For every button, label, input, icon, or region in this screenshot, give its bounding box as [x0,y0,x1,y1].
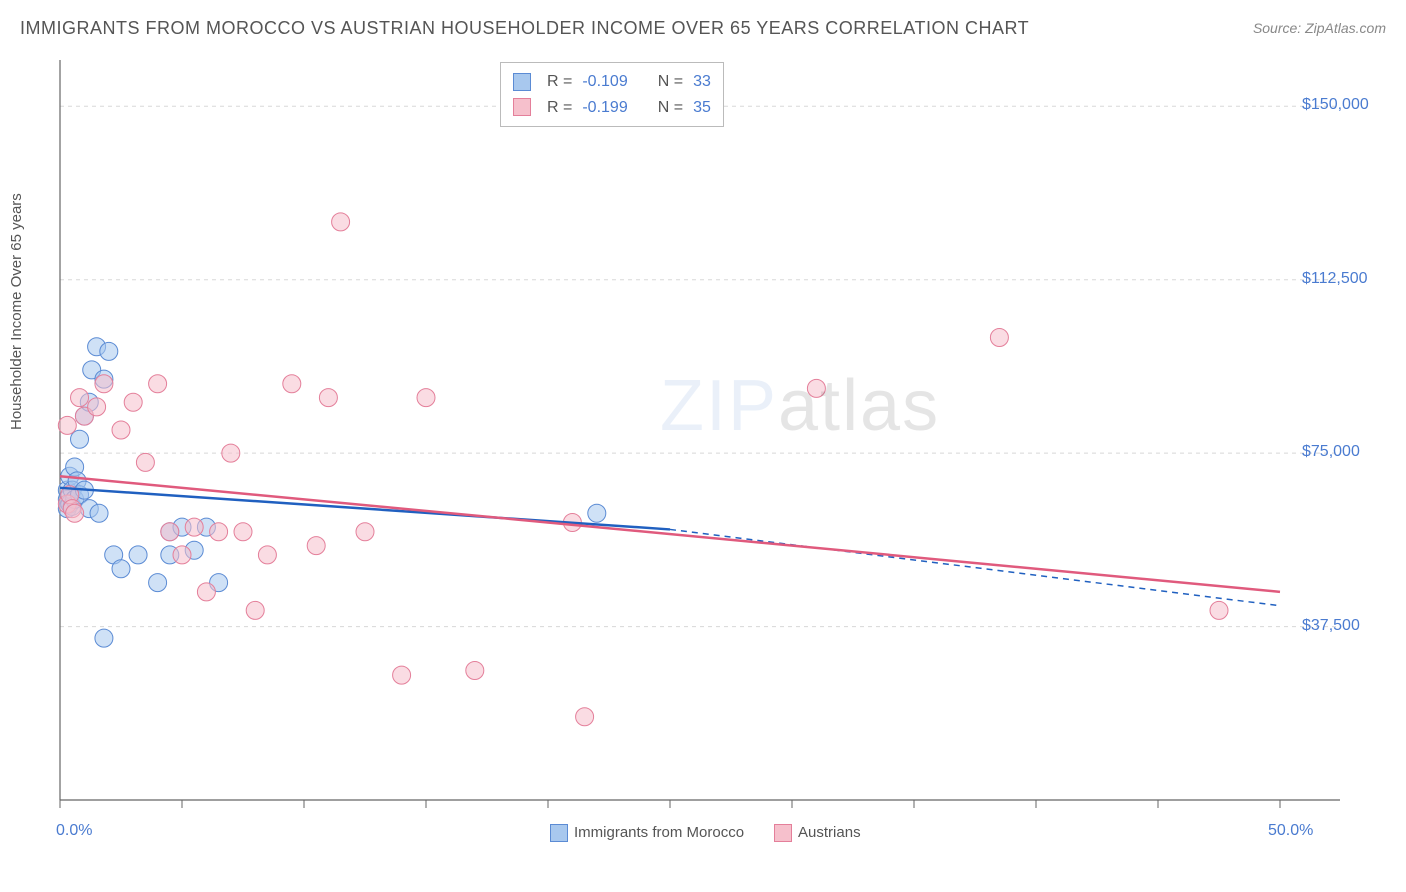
n-label: N = [658,69,683,95]
legend-swatch [774,824,792,842]
correlation-legend-row: R = -0.199 N = 35 [513,95,711,121]
legend-label: Austrians [798,824,861,841]
chart-source: Source: ZipAtlas.com [1253,20,1386,36]
x-tick-label: 0.0% [56,822,92,840]
legend-item: Austrians [774,824,861,842]
y-tick-label: $112,500 [1302,270,1368,288]
x-tick-label: 50.0% [1268,822,1313,840]
legend-item: Immigrants from Morocco [550,824,744,842]
legend-swatch [513,98,531,116]
chart-title: IMMIGRANTS FROM MOROCCO VS AUSTRIAN HOUS… [20,18,1029,39]
r-label: R = [547,69,572,95]
y-axis-label: Householder Income Over 65 years [8,193,25,430]
y-tick-label: $37,500 [1302,617,1360,635]
legend-swatch [550,824,568,842]
chart-area: ZIPatlas R =-0.109N =33R =-0.199N =35 $3… [50,60,1370,820]
bottom-legend: Immigrants from Morocco Austrians [550,824,861,842]
y-tick-label: $75,000 [1302,443,1360,461]
legend-swatch [513,73,531,91]
r-value: -0.109 [582,69,627,95]
correlation-legend: R = -0.109 N = 33 R = -0.199 N = 35 [500,62,724,127]
n-value: 35 [693,95,711,121]
n-value: 33 [693,69,711,95]
r-value: -0.199 [582,95,627,121]
r-label: R = [547,95,572,121]
correlation-legend-row: R = -0.109 N = 33 [513,69,711,95]
y-tick-label: $150,000 [1302,96,1369,114]
n-label: N = [658,95,683,121]
legend-label: Immigrants from Morocco [574,824,744,841]
chart-svg [50,60,1370,820]
